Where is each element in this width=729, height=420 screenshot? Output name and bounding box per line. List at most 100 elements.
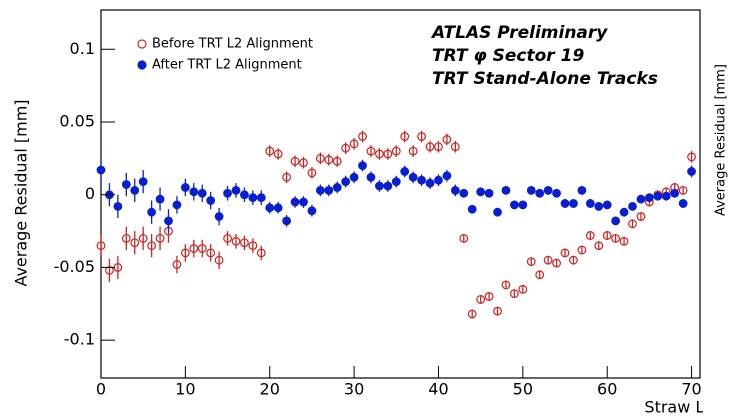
x-tick-label: 40 [428, 380, 448, 399]
x-tick-label: 0 [96, 380, 106, 399]
data-point [265, 203, 275, 213]
data-point [172, 260, 182, 269]
data-point [273, 149, 283, 159]
data-point [248, 241, 258, 251]
data-point [467, 204, 477, 214]
data-point [358, 161, 367, 171]
data-point [391, 177, 401, 187]
data-point [400, 132, 410, 141]
data-point [484, 188, 494, 198]
data-point [476, 187, 486, 197]
data-point [375, 149, 384, 159]
data-point [687, 152, 696, 162]
data-point [121, 180, 131, 189]
data-point [223, 188, 232, 198]
annotation: ATLAS Preliminary [430, 23, 608, 43]
data-point [408, 172, 418, 182]
data-point [240, 190, 249, 200]
data-point [121, 233, 131, 243]
data-point [417, 175, 426, 185]
data-point [526, 185, 536, 195]
data-point [585, 231, 595, 240]
data-point [206, 248, 216, 258]
annotation: TRT Stand-Alone Tracks [432, 69, 658, 89]
data-point [670, 188, 680, 198]
data-point [130, 185, 140, 195]
data-point [96, 241, 106, 251]
data-point [96, 165, 106, 175]
data-point [197, 188, 207, 198]
data-point [560, 248, 570, 258]
x-tick-label: 70 [681, 380, 701, 399]
x-tick-label: 20 [260, 380, 280, 399]
x-tick-label: 10 [175, 380, 195, 399]
x-tick-label: 60 [597, 380, 617, 399]
data-point [391, 146, 401, 156]
data-point [206, 196, 216, 205]
side-panel-label: Average Residual [mm] [714, 64, 729, 216]
data-point [105, 265, 114, 275]
data-point [231, 185, 241, 195]
data-point [315, 153, 325, 163]
annotation: TRT φ Sector 19 [432, 46, 584, 66]
data-point [164, 216, 173, 226]
data-point [358, 132, 367, 141]
data-point [526, 257, 536, 267]
data-point [484, 292, 494, 301]
data-point [459, 188, 469, 198]
data-point [543, 255, 553, 265]
data-point [273, 203, 283, 213]
data-point [417, 132, 426, 141]
data-point [341, 143, 351, 153]
x-tick-label: 30 [344, 380, 364, 399]
data-point [282, 172, 292, 182]
data-point [611, 216, 621, 226]
data-point [240, 238, 249, 248]
data-point [425, 142, 435, 152]
y-axis-label: Average Residual [mm] [12, 99, 31, 286]
data-point [493, 306, 502, 316]
data-point [434, 175, 443, 185]
data-point [375, 181, 384, 191]
data-point [282, 216, 292, 226]
data-point [594, 201, 604, 211]
data-point [434, 142, 443, 152]
data-point [172, 200, 182, 210]
data-point [155, 194, 165, 204]
data-point [197, 244, 207, 253]
data-point [450, 185, 460, 195]
data-point [425, 178, 435, 188]
data-point [644, 193, 654, 203]
y-tick-label: -0.05 [54, 257, 95, 276]
data-point [577, 245, 587, 255]
data-point [687, 167, 696, 176]
data-point [509, 289, 519, 299]
data-point [442, 171, 452, 181]
data-point [256, 193, 266, 203]
data-point [400, 167, 410, 176]
data-point [518, 284, 528, 294]
data-point [223, 233, 232, 243]
data-point [585, 199, 595, 208]
data-point [138, 233, 148, 243]
data-point [552, 258, 561, 268]
data-point [408, 146, 418, 156]
data-point [315, 185, 325, 195]
data-point [535, 188, 545, 198]
data-point [366, 172, 376, 182]
legend-label: Before TRT L2 Alignment [152, 37, 313, 52]
data-point [636, 194, 646, 204]
data-point [450, 142, 460, 152]
data-point [214, 255, 224, 265]
data-point [349, 172, 359, 182]
data-point [307, 206, 317, 216]
data-point [147, 241, 157, 251]
legend-marker [137, 60, 147, 70]
data-point [256, 248, 266, 258]
data-point [442, 135, 452, 144]
data-point [552, 188, 561, 198]
data-point [383, 149, 393, 159]
data-point [467, 309, 477, 319]
